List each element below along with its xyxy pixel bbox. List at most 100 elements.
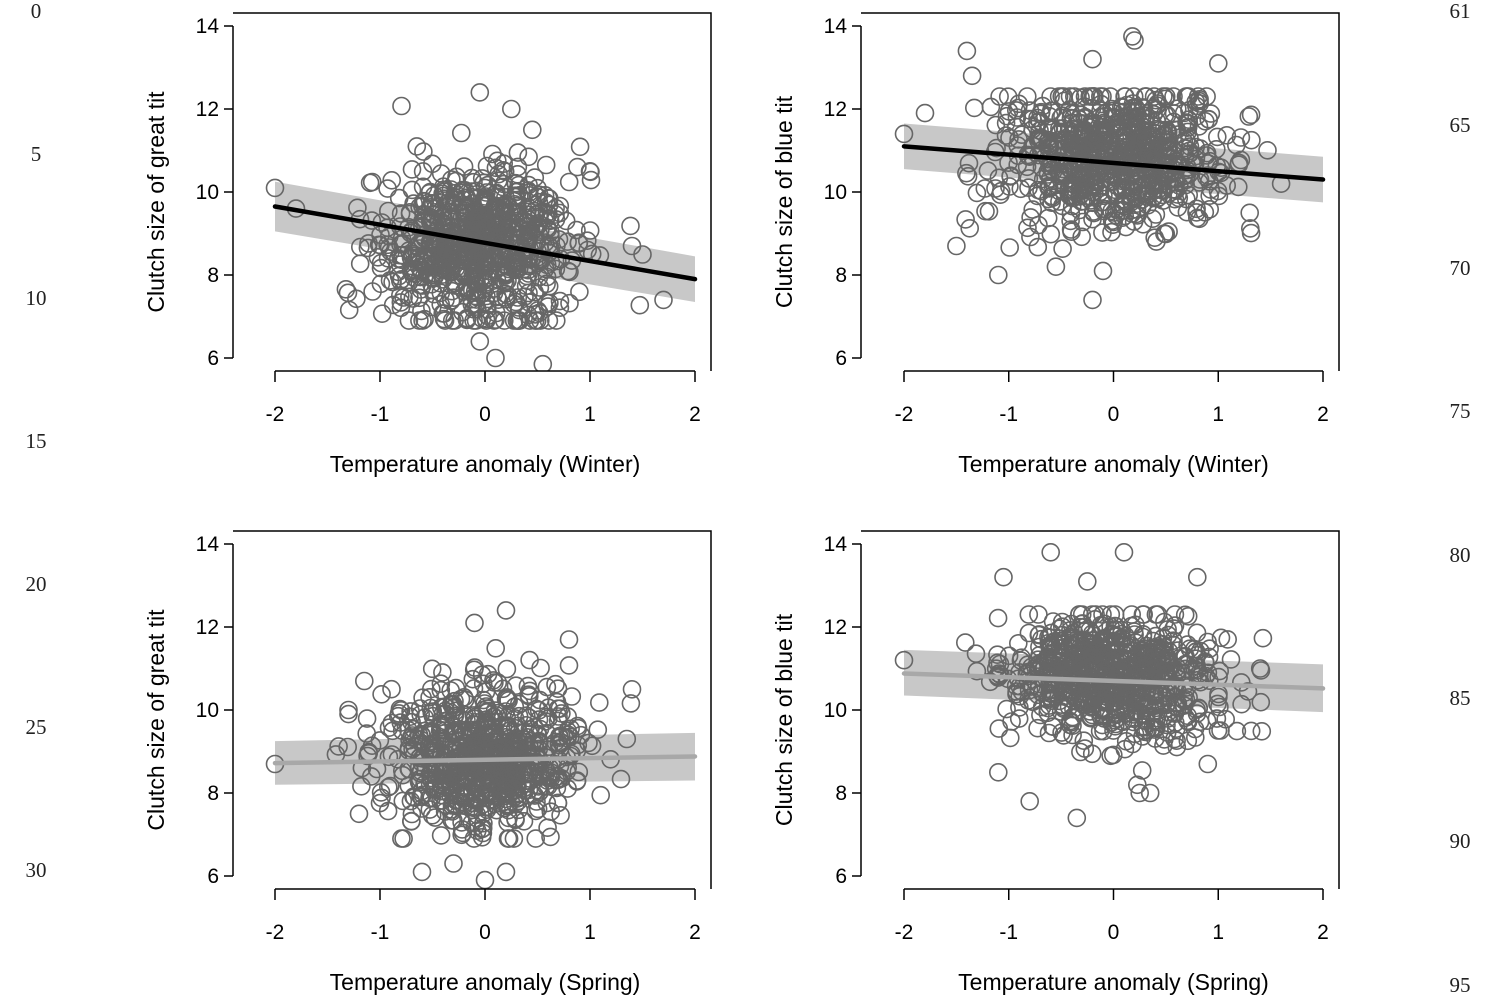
data-point (1101, 617, 1120, 637)
data-point (423, 702, 443, 721)
data-point (1094, 721, 1113, 741)
regression-line (272, 754, 698, 766)
data-point (1147, 637, 1167, 656)
data-point (550, 298, 570, 318)
plot-frame (233, 530, 712, 889)
data-point (444, 854, 463, 873)
data-point (989, 719, 1009, 738)
data-point (546, 674, 565, 694)
data-point (546, 311, 566, 330)
data-point (424, 186, 444, 205)
data-point (1000, 177, 1019, 196)
data-point (1046, 257, 1066, 277)
x-tick-label: 1 (1212, 403, 1224, 426)
data-point (1197, 711, 1217, 731)
data-point (1071, 637, 1090, 657)
data-point (999, 646, 1019, 666)
data-point (539, 766, 558, 785)
data-point (1168, 185, 1187, 204)
data-point (1167, 657, 1186, 677)
y-axis-label: Clutch size of great tit (143, 609, 169, 831)
data-point (516, 715, 536, 735)
data-point (1053, 239, 1072, 258)
data-point (465, 218, 485, 238)
data-point (986, 115, 1006, 135)
y-tick-label: 12 (196, 98, 219, 121)
data-point (388, 262, 408, 282)
data-point (622, 236, 642, 256)
data-point (1115, 87, 1134, 106)
data-point (1140, 783, 1160, 803)
data-point (1053, 106, 1072, 125)
data-point (412, 301, 431, 321)
data-point (336, 279, 356, 299)
data-point (1023, 200, 1042, 219)
data-point (894, 124, 914, 144)
data-point (1165, 180, 1185, 200)
data-point (1043, 717, 1063, 737)
data-point (435, 795, 455, 814)
y-tick-label: 10 (824, 181, 847, 204)
data-point (1144, 686, 1164, 706)
data-point (987, 138, 1006, 158)
data-point (402, 811, 421, 831)
data-point (1187, 700, 1206, 720)
data-point (1199, 109, 1218, 129)
plot-frame (861, 530, 1340, 889)
data-point (509, 694, 529, 714)
data-point (551, 805, 570, 825)
data-point (1083, 290, 1102, 310)
data-point (533, 354, 553, 371)
data-point (504, 829, 524, 848)
data-point (475, 219, 495, 238)
data-point (552, 769, 571, 788)
data-point (1178, 122, 1197, 142)
data-point (451, 123, 471, 143)
line-number-right: 80 (1450, 543, 1471, 567)
data-point (1155, 612, 1174, 632)
data-point (589, 693, 609, 712)
data-point (1006, 101, 1026, 120)
data-point (420, 687, 439, 707)
data-point (1136, 132, 1156, 151)
data-point (1059, 697, 1079, 717)
data-point (1241, 219, 1260, 238)
data-point (431, 258, 450, 278)
data-point (1028, 718, 1047, 738)
data-point (1137, 125, 1156, 145)
data-point (1075, 617, 1094, 637)
data-point (496, 601, 516, 620)
data-point (520, 650, 539, 670)
data-point (1083, 117, 1102, 136)
data-point (1062, 161, 1082, 180)
data-point (997, 699, 1016, 719)
data-point (507, 789, 527, 808)
y-tick-label: 10 (196, 699, 219, 722)
data-point (1176, 87, 1196, 106)
data-point (452, 825, 472, 845)
data-point (1072, 227, 1091, 247)
data-point (537, 274, 556, 294)
data-point (508, 165, 527, 184)
data-point (1074, 731, 1094, 751)
data-point (1176, 689, 1196, 709)
data-point (371, 235, 390, 255)
data-point (537, 677, 557, 697)
data-point (955, 633, 975, 652)
data-point (349, 804, 369, 824)
data-point (1107, 656, 1126, 676)
data-point (441, 202, 461, 222)
data-point (962, 66, 982, 86)
data-point (391, 700, 411, 720)
data-point (1033, 96, 1052, 116)
data-point (477, 703, 497, 722)
regression-line (901, 671, 1326, 691)
data-point (528, 301, 548, 320)
data-point (537, 255, 557, 275)
data-point (1164, 619, 1183, 638)
data-point (1063, 725, 1082, 745)
data-point (1067, 808, 1087, 828)
data-point (1143, 188, 1163, 208)
data-point (1019, 605, 1039, 624)
